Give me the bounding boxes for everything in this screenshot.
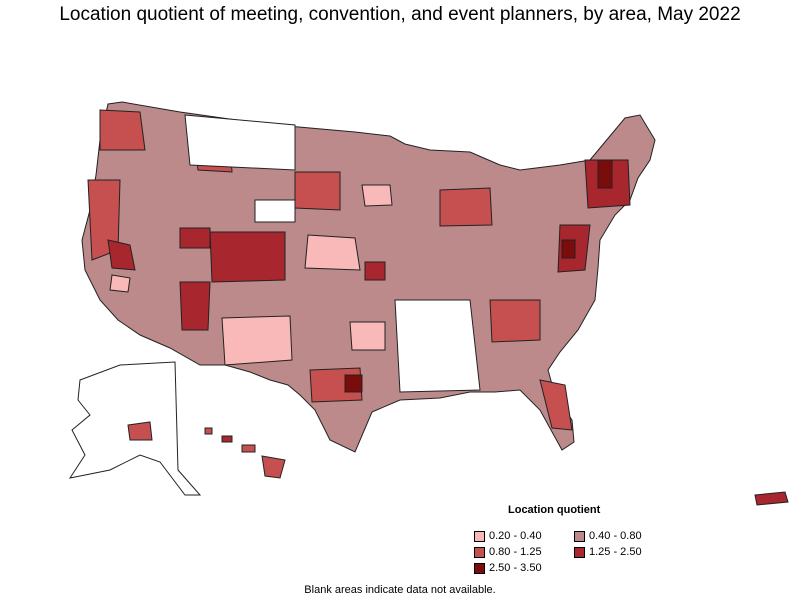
legend-swatch <box>474 530 485 542</box>
area-minnesota-part <box>361 184 393 207</box>
area-new-mexico <box>221 315 293 366</box>
hawaii-kauai <box>204 427 213 435</box>
footnote: Blank areas indicate data not available. <box>304 584 496 596</box>
area-utah-north <box>179 227 211 249</box>
area-pacific-northwest <box>99 109 146 151</box>
map-title: Location quotient of meeting, convention… <box>59 4 741 25</box>
area-nebraska <box>304 234 361 271</box>
area-montana-blank <box>184 114 296 171</box>
hawaii <box>204 427 286 479</box>
area-arkansas <box>349 321 386 351</box>
area-florida <box>539 379 573 431</box>
legend-label: 0.40 - 0.80 <box>589 530 642 542</box>
hawaii-big-island <box>261 455 286 479</box>
area-vermont <box>597 159 613 189</box>
contiguous-us <box>81 101 656 453</box>
area-dallas <box>344 374 363 393</box>
area-southern-cal <box>109 274 131 293</box>
area-great-lakes <box>439 187 493 227</box>
legend-label: 2.50 - 3.50 <box>489 562 542 574</box>
area-dc <box>561 239 576 259</box>
legend-label: 0.20 - 0.40 <box>489 530 542 542</box>
legend-swatch <box>474 546 485 558</box>
area-mississippi-valley-blank <box>394 299 481 393</box>
legend-label: 1.25 - 2.50 <box>589 546 642 558</box>
puerto-rico <box>754 491 789 506</box>
legend-title: Location quotient <box>508 504 601 516</box>
legend-label: 0.80 - 1.25 <box>489 546 542 558</box>
area-colorado <box>209 231 286 283</box>
area-nevada-las-vegas <box>179 281 211 331</box>
legend-item-0-20-0-40: 0.20 - 0.40 <box>474 530 542 542</box>
area-kansas-city <box>364 261 386 281</box>
area-central-california <box>107 239 136 271</box>
area-wyoming-blank <box>254 199 296 223</box>
legend-item-0-80-1-25: 0.80 - 1.25 <box>474 546 542 558</box>
area-southeast <box>489 299 541 343</box>
area-south-dakota <box>294 171 341 211</box>
legend-swatch <box>474 562 485 574</box>
legend-swatch <box>574 546 585 558</box>
alaska-anchorage-area <box>127 421 153 441</box>
legend-swatch <box>574 530 585 542</box>
hawaii-oahu <box>221 435 233 443</box>
legend-item-1-25-2-50: 1.25 - 2.50 <box>574 546 642 558</box>
hawaii-maui <box>241 444 256 453</box>
legend-item-0-40-0-80: 0.40 - 0.80 <box>574 530 642 542</box>
legend-item-2-50-3-50: 2.50 - 3.50 <box>474 562 542 574</box>
